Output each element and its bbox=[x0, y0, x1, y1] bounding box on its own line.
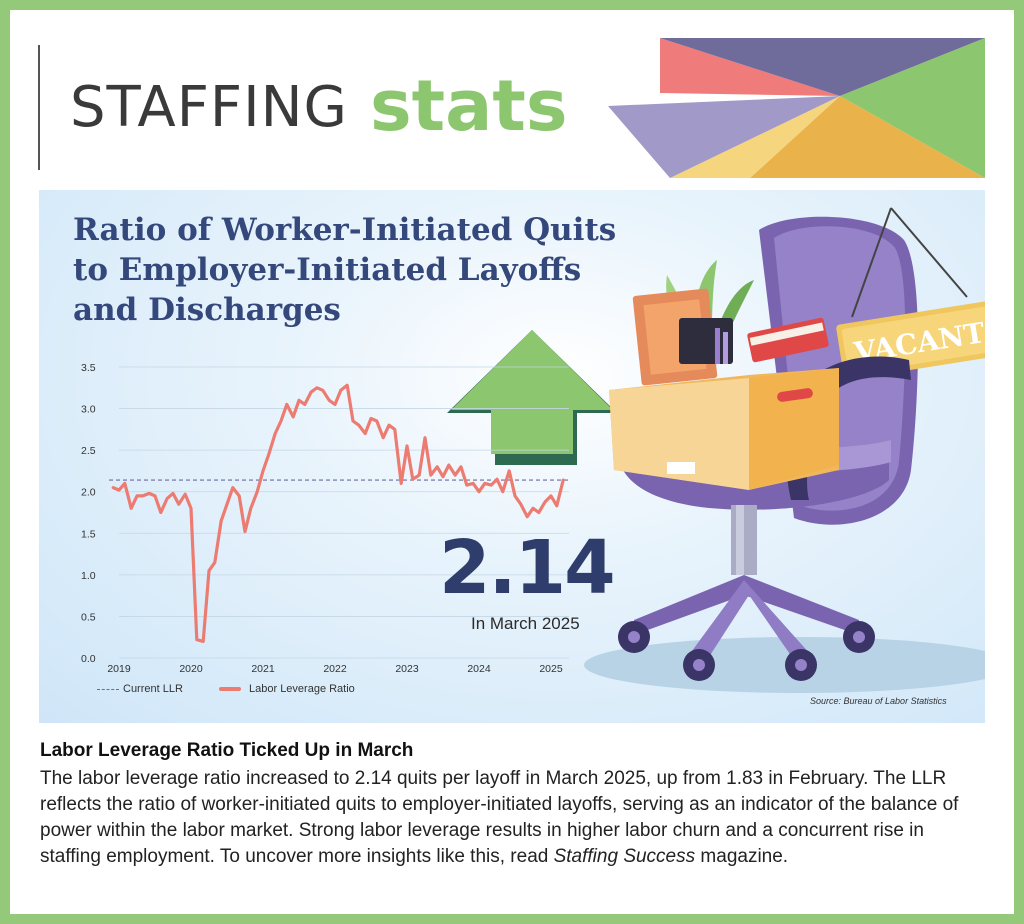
article: Labor Leverage Ratio Ticked Up in March … bbox=[40, 740, 990, 870]
y-tick-label: 0.0 bbox=[81, 653, 96, 665]
x-tick-label: 2020 bbox=[179, 663, 203, 675]
article-body-end: magazine. bbox=[695, 846, 789, 867]
legend-label-llr: Labor Leverage Ratio bbox=[249, 683, 355, 695]
legend-swatch-dashed bbox=[97, 688, 119, 690]
x-tick-label: 2019 bbox=[107, 663, 131, 675]
magazine-title: Staffing Success bbox=[553, 846, 696, 867]
highlight-value: 2.14 bbox=[439, 525, 616, 611]
x-tick-label: 2023 bbox=[395, 663, 419, 675]
x-tick-label: 2024 bbox=[467, 663, 491, 675]
brand-word-staffing: STAFFING bbox=[70, 75, 348, 140]
highlight-caption: In March 2025 bbox=[471, 614, 580, 633]
header-divider bbox=[38, 45, 40, 170]
y-tick-label: 1.0 bbox=[81, 570, 96, 582]
source-note: Source: Bureau of Labor Statistics bbox=[810, 696, 947, 706]
header: STAFFING stats bbox=[38, 45, 598, 170]
article-heading: Labor Leverage Ratio Ticked Up in March bbox=[40, 740, 414, 761]
y-tick-label: 3.0 bbox=[81, 404, 96, 416]
x-tick-label: 2022 bbox=[323, 663, 347, 675]
x-tick-label: 2025 bbox=[539, 663, 563, 675]
llr-series-line bbox=[111, 383, 565, 643]
x-tick-label: 2021 bbox=[251, 663, 275, 675]
chart-panel: Ratio of Worker-Initiated Quits to Emplo… bbox=[39, 190, 985, 723]
y-tick-label: 2.5 bbox=[81, 445, 96, 457]
article-body-text: The labor leverage ratio increased to 2.… bbox=[40, 768, 959, 867]
legend-swatch-line bbox=[219, 687, 241, 692]
y-tick-label: 0.5 bbox=[81, 611, 96, 623]
article-body: The labor leverage ratio increased to 2.… bbox=[40, 766, 990, 870]
chart-title: Ratio of Worker-Initiated Quits to Emplo… bbox=[73, 212, 617, 328]
legend-item-llr: Labor Leverage Ratio bbox=[219, 683, 355, 695]
pie-wedge-graphic bbox=[608, 38, 985, 178]
up-arrow-icon bbox=[447, 330, 617, 465]
legend-label-current-llr: Current LLR bbox=[123, 683, 183, 695]
y-tick-label: 3.5 bbox=[81, 362, 96, 374]
legend-item-current-llr: Current LLR bbox=[97, 683, 183, 695]
y-tick-label: 2.0 bbox=[81, 487, 96, 499]
office-chair-illustration: VACANT bbox=[584, 207, 985, 693]
y-tick-label: 1.5 bbox=[81, 528, 96, 540]
brand-word-stats: stats bbox=[370, 65, 568, 147]
line-chart: 0.0 0.5 1.0 1.5 2.0 2.5 3.0 3.5 2019 2020 2021 2022… bbox=[81, 362, 569, 675]
